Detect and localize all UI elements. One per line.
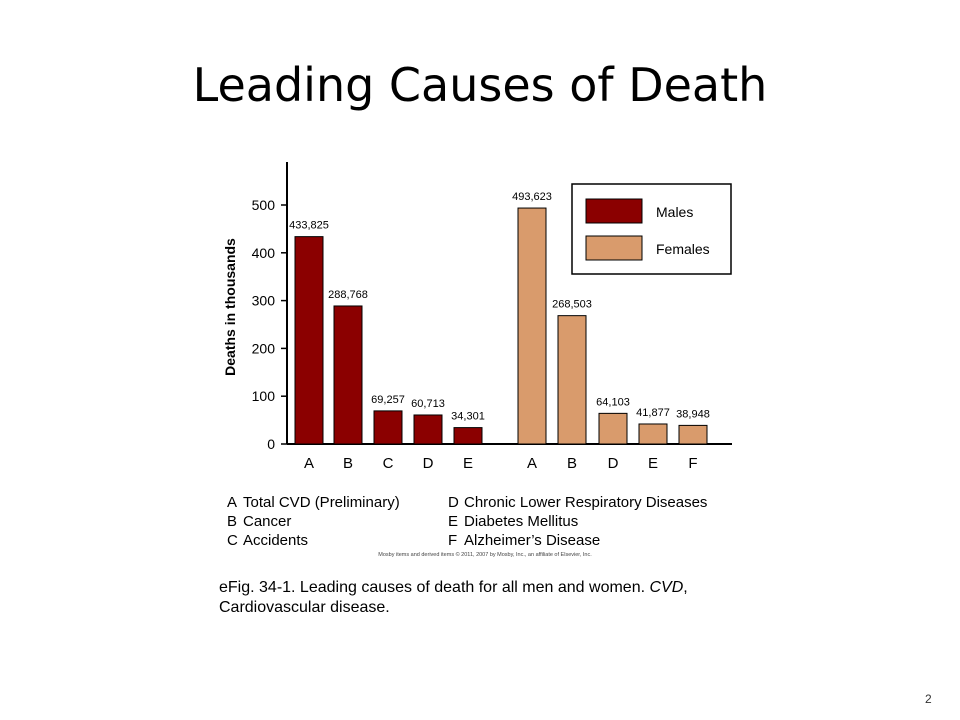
caption-text: eFig. 34-1. Leading causes of death for …: [219, 579, 650, 596]
males-bar: [453, 427, 483, 445]
data-label: 34,301: [451, 411, 485, 423]
copyright-notice: Mosby items and derived items © 2011, 20…: [378, 551, 592, 558]
key-letter: F: [448, 532, 457, 549]
x-tick-label: C: [383, 455, 394, 472]
data-label: 268,503: [552, 299, 592, 311]
key-description: Alzheimer’s Disease: [464, 532, 600, 549]
key-letter: C: [227, 532, 238, 549]
y-tick-label: 400: [252, 245, 276, 261]
x-tick-label: F: [688, 455, 697, 472]
data-label: 60,713: [411, 398, 445, 410]
males-bar: [413, 414, 443, 445]
y-tick-label: 500: [252, 197, 276, 213]
data-label: 69,257: [371, 394, 405, 406]
y-tick-label: 200: [252, 340, 276, 356]
key-description: Cancer: [243, 513, 291, 530]
data-label: 38,948: [676, 408, 710, 420]
data-label: 288,768: [328, 289, 368, 301]
legend-label-males: Males: [656, 204, 693, 220]
bar-chart: 0 100 200 300 400 500 Deaths in thousands 433,8…: [222, 162, 732, 558]
data-label: 493,623: [512, 191, 552, 203]
key-letter: E: [448, 513, 458, 530]
x-tick-label: E: [463, 455, 473, 472]
y-axis-label: Deaths in thousands: [222, 238, 238, 376]
slide-number: 2: [925, 692, 932, 706]
y-tick-label: 100: [252, 388, 276, 404]
x-tick-label: A: [304, 455, 314, 472]
legend-label-females: Females: [656, 241, 710, 257]
data-label: 64,103: [596, 396, 630, 408]
y-tick-label: 300: [252, 293, 276, 309]
slide-title: Leading Causes of Death: [192, 58, 768, 112]
females-bar: [517, 207, 547, 445]
figure-caption: eFig. 34-1. Leading causes of death for …: [219, 578, 779, 618]
caption-definition: , Cardiovascular disease.: [219, 579, 688, 616]
males-bar: [294, 236, 324, 445]
legend-swatch-males: [585, 198, 643, 224]
x-tick-label: A: [527, 455, 537, 472]
caption-abbreviation: CVD: [649, 579, 684, 596]
females-bar: [557, 315, 587, 445]
data-label: 433,825: [289, 220, 329, 232]
x-tick-label: B: [567, 455, 577, 472]
x-tick-label: E: [648, 455, 658, 472]
females-bar: [678, 424, 708, 445]
legend-swatch-females: [585, 235, 643, 261]
key-description: Total CVD (Preliminary): [243, 494, 400, 511]
key-description: Chronic Lower Respiratory Diseases: [464, 494, 707, 511]
data-label: 41,877: [636, 407, 670, 419]
x-tick-label: D: [608, 455, 619, 472]
males-bar: [373, 410, 403, 445]
males-bar: [333, 305, 363, 445]
key-letter: D: [448, 494, 459, 511]
key-description: Accidents: [243, 532, 308, 549]
y-tick-label: 0: [267, 436, 275, 452]
key-letter: A: [227, 494, 237, 511]
x-tick-label: D: [423, 455, 434, 472]
key-description: Diabetes Mellitus: [464, 513, 578, 530]
females-bar: [598, 412, 628, 445]
x-tick-label: B: [343, 455, 353, 472]
females-bar: [638, 423, 668, 445]
key-letter: B: [227, 513, 237, 530]
